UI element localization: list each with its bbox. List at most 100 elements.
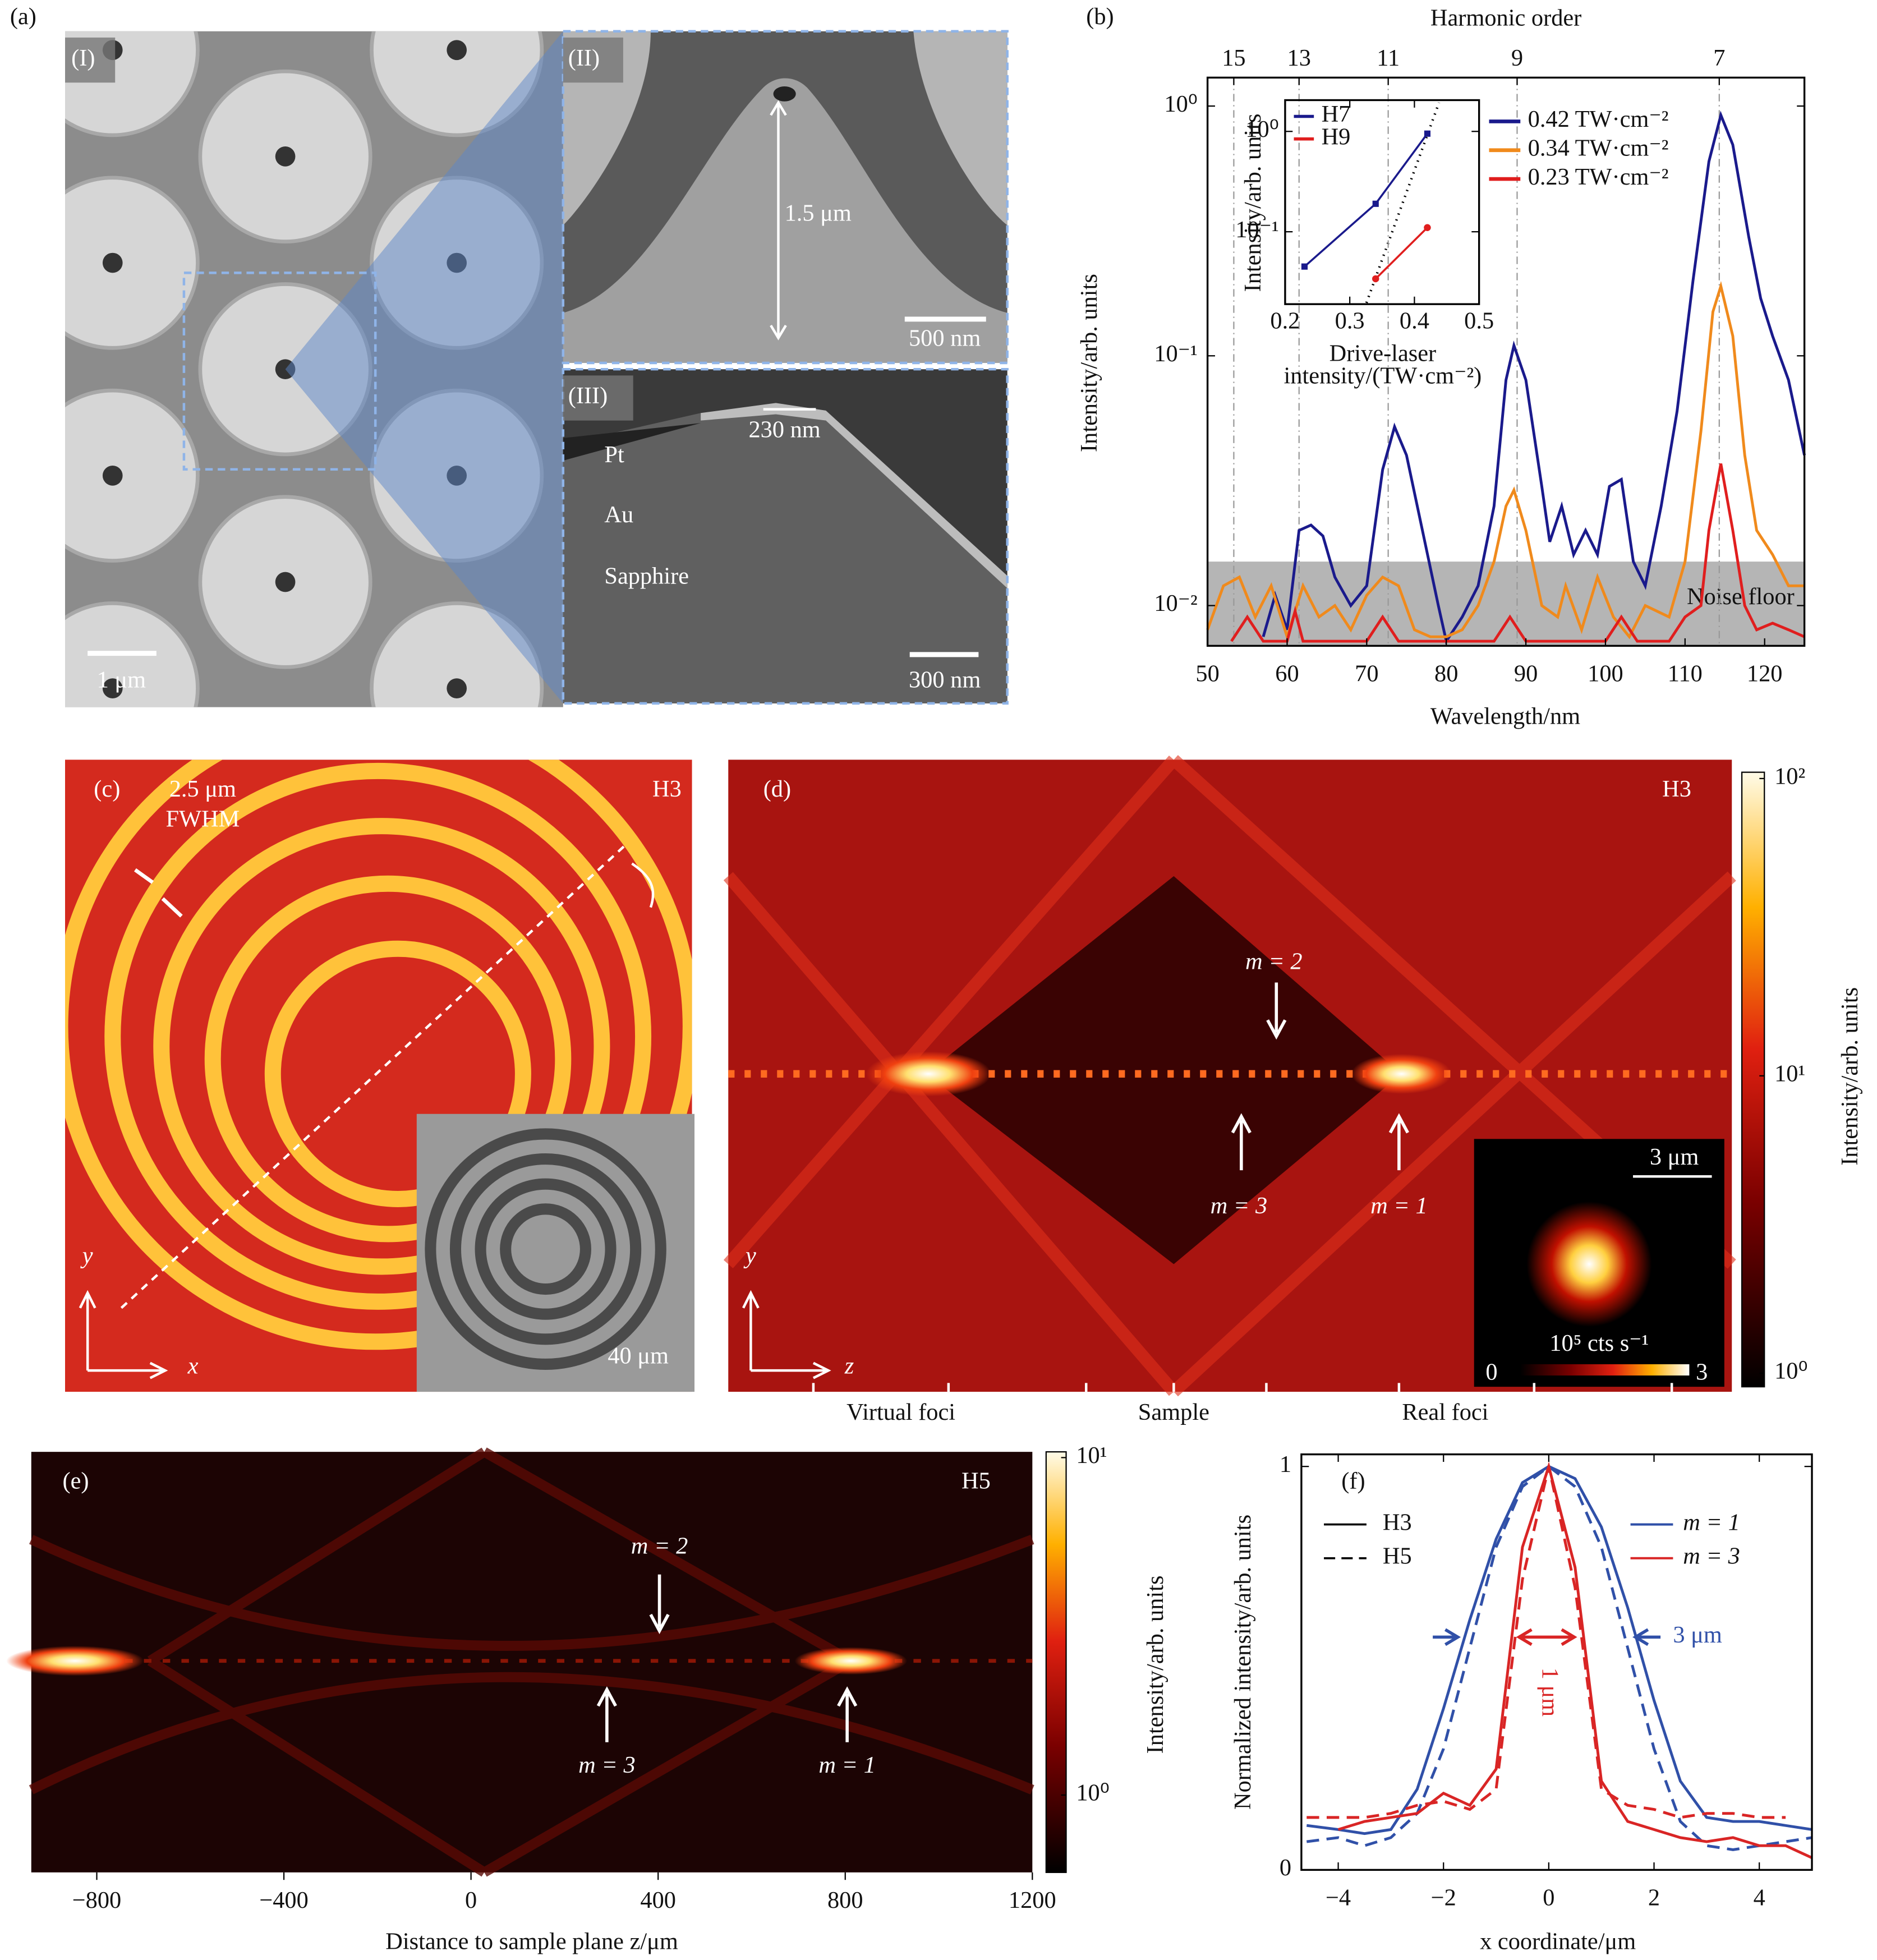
marker (1372, 200, 1379, 207)
position-label: Real foci (1402, 1399, 1488, 1425)
sub-label: (II) (568, 45, 600, 71)
x-tick-label: 0.4 (1400, 307, 1429, 334)
series-line (1306, 1465, 1812, 1835)
x-tick-label: 400 (640, 1887, 676, 1913)
pt-layer (563, 423, 701, 461)
annotation: m = 1 (1370, 1193, 1428, 1219)
x-tick-label: −800 (72, 1887, 121, 1913)
x-axis-label: Distance to sample plane z/μm (385, 1929, 678, 1955)
x-tick-label: 0.5 (1464, 307, 1494, 334)
scale-label: 3 μm (1650, 1144, 1699, 1170)
colorbar-tick-label: 10⁰ (1774, 1358, 1807, 1384)
axis-label: y (743, 1243, 756, 1269)
reference-line (1365, 102, 1441, 303)
series-line (1306, 1466, 1786, 1819)
aperture (773, 86, 796, 102)
tick-marks (812, 1383, 1673, 1392)
colorbar-label: 10⁵ cts s⁻¹ (1549, 1330, 1649, 1356)
marker (1424, 130, 1431, 137)
focal-spot (1526, 1201, 1652, 1327)
scale-label: 500 nm (909, 325, 981, 352)
x-tick-label: 60 (1275, 661, 1299, 687)
frame-iii (562, 367, 1009, 705)
y-tick-label: 1 (1280, 1451, 1291, 1478)
sapphire-section (563, 407, 1007, 703)
axis-label: x (187, 1352, 199, 1379)
scale-label: 40 μm (608, 1343, 669, 1369)
annotation: 1 μm (1537, 1668, 1563, 1717)
colorbar (1045, 1451, 1067, 1873)
panel-d: (d) H3 m = 2 m = 3 m = 1 y z 3 μm 10⁵ ct… (723, 755, 1863, 1425)
colorbar-tick-label: 10¹ (1774, 1061, 1805, 1087)
top-tick-label: 13 (1287, 45, 1311, 71)
x-tick-label: 800 (827, 1887, 863, 1913)
virtual-focus (6, 1645, 144, 1676)
panel-label: (d) (763, 776, 791, 802)
series-line (1306, 1465, 1812, 1851)
colorbar-tick-label: 10¹ (1076, 1442, 1107, 1469)
series-line (1337, 1461, 1813, 1860)
x-tick-label: 50 (1195, 661, 1219, 687)
y-tick-label: 10⁰ (1164, 91, 1197, 117)
series-line (1230, 463, 1805, 643)
legend-label: m = 3 (1683, 1543, 1740, 1570)
sub-label: (I) (71, 45, 95, 71)
legend-label: 0.42 TW·cm⁻² (1528, 106, 1669, 132)
axis-label: z (844, 1352, 854, 1379)
zoom-box (182, 272, 377, 471)
marker (1372, 275, 1379, 283)
top-tick-label: 9 (1511, 45, 1523, 71)
marker (1301, 263, 1308, 270)
panel-e: (e) H5 m = 2 m = 3 m = 1 Intensity/arb. … (6, 1447, 1168, 1877)
harmonic-label: H3 (1662, 776, 1691, 802)
axes-arrows (79, 1290, 168, 1379)
x-axis-label: x coordinate/μm (1480, 1929, 1636, 1955)
legend-label: 0.34 TW·cm⁻² (1528, 135, 1669, 161)
legend-label: m = 1 (1683, 1509, 1740, 1535)
width-arrows (1516, 1628, 1577, 1646)
x-tick-label: 0 (1543, 1885, 1554, 1911)
rotation-arrow (631, 862, 655, 908)
annotation: 1.5 μm (785, 200, 852, 226)
position-label: Virtual foci (847, 1399, 955, 1425)
scale-label: 300 nm (909, 667, 981, 693)
y-tick-label: 10⁰ (1245, 116, 1278, 142)
harmonic-label: H3 (652, 776, 682, 802)
panel-label: (a) (10, 3, 36, 30)
y-tick-label: 0 (1280, 1855, 1291, 1881)
annotation: 2.5 μm (169, 776, 236, 802)
x-tick-label: 100 (1588, 661, 1623, 687)
axes-arrows (742, 1290, 831, 1379)
x-tick-label: 80 (1434, 661, 1458, 687)
label-box (65, 37, 116, 83)
x-axis-label: intensity/(TW·cm⁻²) (1284, 363, 1482, 389)
real-focus (1351, 1053, 1452, 1094)
panel-label: (b) (1086, 3, 1114, 30)
scale-label: 1 μm (97, 667, 146, 693)
label-box (563, 375, 633, 421)
x-tick-label: 120 (1747, 661, 1783, 687)
annotation: FWHM (165, 806, 240, 832)
colorbar-tick-label: 10⁰ (1076, 1780, 1109, 1806)
top-axis-title: Harmonic order (1430, 4, 1581, 31)
panel-c: (c) 2.5 μm FWHM H3 y x 40 μm (65, 760, 695, 1392)
width-arrows (1433, 1628, 1661, 1646)
annotation: Pt (604, 441, 624, 468)
order-arrows (596, 1574, 858, 1742)
rays (29, 1447, 1034, 1877)
x-tick-label: 0.3 (1335, 307, 1365, 334)
x-tick-label: −400 (259, 1887, 308, 1913)
fwhm-arrows (134, 868, 183, 918)
order-arrows (1231, 982, 1409, 1171)
x-tick-label: 0.2 (1270, 307, 1300, 334)
x-axis-label: Drive-laser (1329, 340, 1437, 366)
colorbar (1741, 771, 1765, 1388)
annotation: 3 μm (1673, 1622, 1722, 1648)
axis-label: y (80, 1243, 93, 1269)
panel-label: (f) (1341, 1468, 1365, 1494)
legend-label: H3 (1383, 1509, 1412, 1535)
annotation: 230 nm (748, 416, 820, 443)
annotation: m = 2 (631, 1533, 688, 1559)
x-tick-label: 110 (1668, 661, 1703, 687)
annotation: m = 3 (1211, 1193, 1268, 1219)
